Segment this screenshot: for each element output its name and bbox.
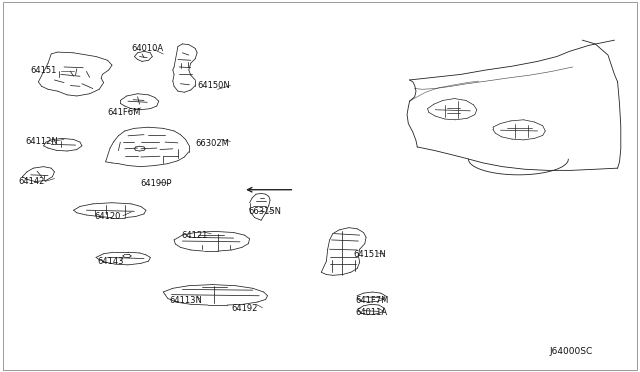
Text: 64011A: 64011A (355, 308, 387, 317)
Text: 641F7M: 641F7M (355, 296, 388, 305)
Text: 64150N: 64150N (197, 81, 230, 90)
Text: 64143: 64143 (97, 257, 124, 266)
Text: 64151N: 64151N (353, 250, 386, 259)
Text: 64112N: 64112N (26, 137, 58, 146)
Text: 64142: 64142 (18, 177, 44, 186)
Text: 64113N: 64113N (170, 296, 202, 305)
Text: J64000SC: J64000SC (549, 347, 593, 356)
Text: 64192: 64192 (232, 304, 258, 313)
Text: 64190P: 64190P (141, 179, 172, 188)
Text: 641F6M: 641F6M (108, 108, 141, 117)
Text: 64151: 64151 (31, 66, 57, 75)
Text: 66315N: 66315N (248, 207, 282, 216)
Text: 66302M: 66302M (195, 139, 229, 148)
Text: 64120: 64120 (95, 212, 121, 221)
Text: 64121: 64121 (181, 231, 207, 240)
Text: 64010A: 64010A (131, 44, 163, 53)
